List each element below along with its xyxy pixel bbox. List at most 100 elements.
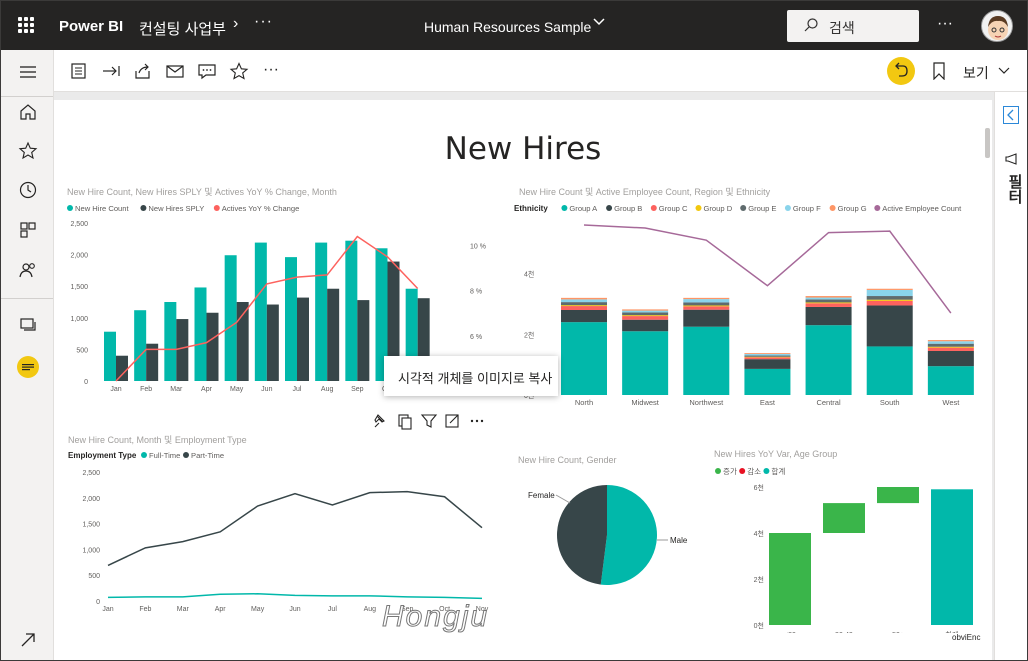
recent-clock-icon[interactable] xyxy=(18,180,38,200)
collapse-pane-button[interactable] xyxy=(1003,106,1019,124)
stacked-bar-segment xyxy=(744,359,791,369)
page-title: New Hires xyxy=(444,131,602,167)
filter-pane-icon[interactable] xyxy=(1004,152,1018,166)
stacked-bar-segment xyxy=(561,305,607,307)
bar-new-hire-count xyxy=(254,242,267,381)
legend-label: Group D xyxy=(704,204,733,213)
x-tick-label: 50+ xyxy=(892,632,904,633)
expand-arrow-icon[interactable] xyxy=(18,630,38,650)
workspace-logo-icon[interactable] xyxy=(16,355,40,379)
stacked-bar-segment xyxy=(683,297,730,300)
brand-label[interactable]: Power BI xyxy=(59,18,124,35)
stacked-bar-segment xyxy=(561,306,607,310)
share-icon[interactable] xyxy=(133,62,153,80)
legend-marker xyxy=(606,205,613,211)
waterfall-bar xyxy=(931,489,973,625)
bookmark-icon[interactable] xyxy=(929,62,949,80)
reset-button[interactable] xyxy=(887,57,915,85)
stacked-bar-segment xyxy=(683,299,730,303)
stacked-bar-segment xyxy=(927,350,974,367)
app-launcher-icon[interactable] xyxy=(18,17,34,33)
stacked-bar-segment xyxy=(622,315,669,317)
settings-more-button[interactable]: ··· xyxy=(937,15,953,32)
visual3-chart[interactable]: Employment Type Full-Time Part-Time 2,500 2,… xyxy=(62,447,502,622)
bar-new-hire-count xyxy=(285,257,297,381)
x-tick-label: Jun xyxy=(261,386,272,393)
x-tick-label: Apr xyxy=(215,606,227,613)
stacked-bar-segment xyxy=(805,306,852,326)
visual1-chart[interactable]: New Hire Count New Hires SPLY Actives YoY … xyxy=(62,200,502,405)
mail-icon[interactable] xyxy=(165,62,185,80)
x-tick-label: Apr xyxy=(201,386,213,393)
view-chevron-down-icon[interactable] xyxy=(997,65,1011,77)
x-tick-label: 합계 xyxy=(946,630,959,633)
bar-new-hires-sply xyxy=(176,319,189,381)
workspace-more-button[interactable]: ··· xyxy=(254,13,273,30)
stacked-bar-segment xyxy=(561,302,607,306)
home-icon[interactable] xyxy=(18,102,38,122)
x-tick-label: Feb xyxy=(139,606,151,613)
legend-marker xyxy=(715,468,721,474)
export-icon[interactable] xyxy=(101,62,121,80)
report-title[interactable]: Human Resources Sample xyxy=(424,19,592,35)
chevron-down-icon[interactable] xyxy=(592,15,606,29)
shared-with-me-icon[interactable] xyxy=(18,260,38,280)
stacked-bar-segment xyxy=(561,310,607,323)
pie-label-female: Female xyxy=(528,491,555,500)
stacked-bar-segment xyxy=(805,303,852,307)
stacked-bar-segment xyxy=(866,346,913,395)
legend-marker xyxy=(740,205,747,211)
pie-slice-female xyxy=(556,485,607,585)
legend-label: New Hires SPLY xyxy=(148,204,204,213)
stacked-bar-segment xyxy=(683,309,730,327)
workspaces-icon[interactable] xyxy=(18,315,38,335)
bar-new-hire-count xyxy=(134,310,147,381)
pin-icon[interactable] xyxy=(374,414,385,428)
comment-icon[interactable] xyxy=(197,62,217,80)
stacked-bar-segment xyxy=(561,297,607,300)
stacked-bar-segment xyxy=(683,326,730,395)
footer-brand: obviEnc xyxy=(952,633,981,642)
pie-label-male: Male xyxy=(670,536,688,545)
stacked-bar-segment xyxy=(927,340,974,342)
bar-new-hire-count xyxy=(375,248,388,381)
legend-marker xyxy=(695,205,702,211)
file-icon[interactable] xyxy=(69,62,89,80)
legend-marker xyxy=(213,205,220,211)
favorite-star-icon[interactable] xyxy=(229,62,249,80)
y2-tick-label: 6 % xyxy=(470,334,482,341)
x-tick-label: Jun xyxy=(289,606,300,613)
stacked-bar-segment xyxy=(683,306,730,310)
stacked-bar-segment xyxy=(744,353,791,355)
x-tick-label: Jul xyxy=(328,606,337,613)
workspace-breadcrumb[interactable]: 컨설팅 사업부 xyxy=(139,21,226,38)
bar-new-hire-count xyxy=(315,242,328,381)
stacked-bar-segment xyxy=(866,300,913,306)
visual4-chart[interactable]: Female Male xyxy=(512,470,702,600)
avatar[interactable] xyxy=(981,10,1013,42)
toolbar-more-button[interactable]: ··· xyxy=(263,61,279,78)
x-tick-label: Feb xyxy=(140,386,152,393)
view-menu-button[interactable]: 보기 xyxy=(963,65,989,81)
hamburger-menu-icon[interactable] xyxy=(18,62,38,82)
vertical-scrollbar[interactable] xyxy=(985,128,990,158)
x-tick-label: Northwest xyxy=(689,398,724,407)
apps-icon[interactable] xyxy=(18,220,38,240)
stacked-bar-segment xyxy=(927,347,974,351)
visual-header xyxy=(369,410,499,430)
visual3-title: New Hire Count, Month 및 Employment Type xyxy=(68,435,247,445)
bar-new-hires-sply xyxy=(206,312,219,381)
visual2-chart[interactable]: Ethnicity Group A Group B Group C Group D Gro… xyxy=(512,200,984,410)
legend-title: Ethnicity xyxy=(514,204,548,213)
y2-tick-label: 10 % xyxy=(470,244,486,251)
x-tick-label: Midwest xyxy=(631,398,659,407)
search-box[interactable]: 검색 xyxy=(787,10,919,42)
chevron-right-icon: › xyxy=(233,15,239,32)
filter-icon[interactable] xyxy=(420,414,438,428)
legend-label: New Hire Count xyxy=(75,204,129,213)
more-options-icon[interactable] xyxy=(470,419,484,423)
favorites-star-icon[interactable] xyxy=(18,141,38,161)
copy-visual-icon[interactable] xyxy=(398,414,412,430)
focus-mode-icon[interactable] xyxy=(445,414,459,428)
